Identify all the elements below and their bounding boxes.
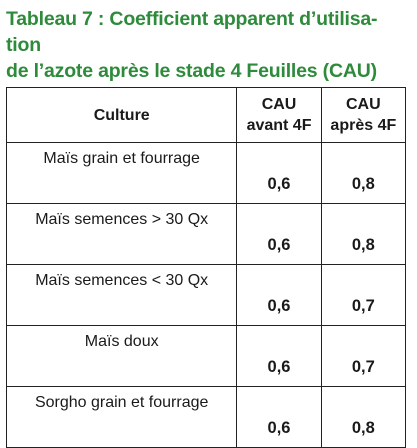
table-row: Maïs semences < 30 Qx 0,6 0,7 [5,264,407,326]
cau-apres-cell: 0,7 [320,325,407,387]
table-row: Maïs semences > 30 Qx 0,6 0,8 [5,203,407,265]
header-cau-avant-line-1: CAU [261,96,297,113]
cau-avant-cell: 0,6 [236,142,322,204]
table-title-line-1: Tableau 7 : Coefficient apparent d’utili… [6,8,378,30]
table-title: Tableau 7 : Coefficient apparent d’utili… [6,6,411,84]
culture-cell: Maïs doux [5,325,238,387]
cau-avant-cell: 0,6 [236,264,322,326]
cau-avant-cell: 0,6 [236,203,322,265]
header-cau-avant-4f: CAU avant 4F [236,87,322,143]
cau-apres-cell: 0,8 [320,203,407,265]
cau-apres-cell: 0,7 [320,264,407,326]
cau-table: Culture CAU avant 4F CAU après 4F Maïs g… [5,87,407,448]
culture-cell: Maïs semences > 30 Qx [5,203,238,265]
table-row: Maïs grain et fourrage 0,6 0,8 [5,142,407,204]
cau-avant-cell: 0,6 [236,325,322,387]
table-row: Sorgho grain et fourrage 0,6 0,8 [5,386,407,448]
header-cau-apres-line-2: après 4F [330,117,397,134]
header-culture: Culture [5,87,238,143]
cau-apres-cell: 0,8 [320,386,407,448]
culture-cell: Maïs grain et fourrage [5,142,238,204]
culture-cell: Maïs semences < 30 Qx [5,264,238,326]
culture-cell: Sorgho grain et fourrage [5,386,238,448]
table-title-line-2: tion [6,34,41,56]
cau-apres-cell: 0,8 [320,142,407,204]
header-cau-apres-4f: CAU après 4F [320,87,407,143]
table-title-line-3: de l’azote après le stade 4 Feuilles (CA… [6,60,377,82]
table-header-row: Culture CAU avant 4F CAU après 4F [5,87,407,143]
header-cau-apres-line-1: CAU [346,96,381,113]
cau-avant-cell: 0,6 [236,386,322,448]
table-row: Maïs doux 0,6 0,7 [5,325,407,387]
header-cau-avant-line-2: avant 4F [246,117,312,134]
